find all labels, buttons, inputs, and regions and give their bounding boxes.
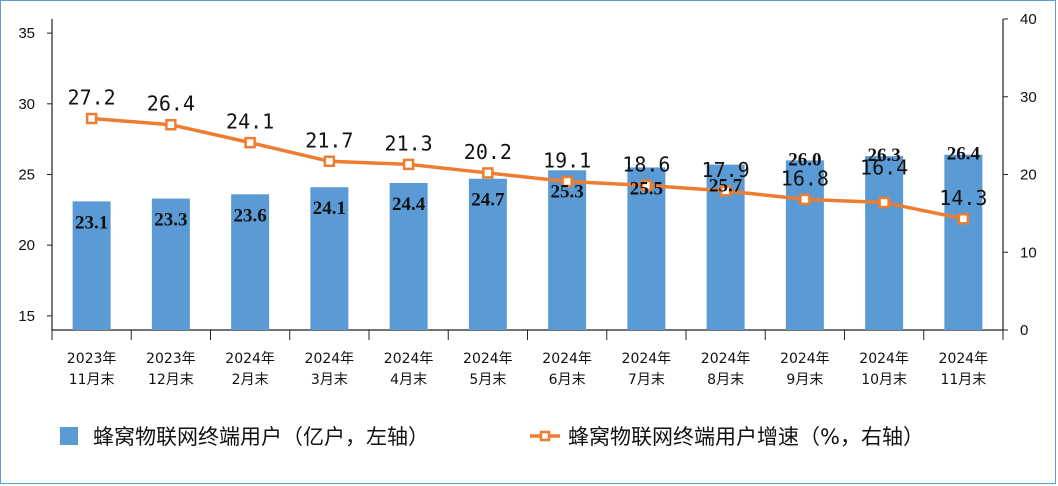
left-axis-tick-label: 25 (18, 167, 35, 184)
line-value-label: 27.2 (68, 86, 116, 110)
category-label-year: 2024年 (225, 351, 275, 367)
right-axis-tick-label: 20 (1020, 167, 1037, 184)
bar (548, 170, 587, 330)
bar-value-label: 23.3 (154, 210, 187, 231)
line-point (799, 193, 811, 206)
line-value-label: 21.7 (305, 128, 353, 152)
category-label-year: 2024年 (939, 351, 989, 367)
bar (944, 154, 983, 330)
bar (468, 178, 507, 330)
line-layer (85, 112, 970, 225)
legend-line-marker (539, 430, 551, 442)
category-label-month: 6月末 (549, 372, 586, 388)
bar-value-label: 23.1 (75, 212, 108, 233)
right-axis-tick-label: 30 (1020, 89, 1037, 106)
category-label-month: 11月末 (940, 372, 986, 388)
line-point (244, 136, 256, 149)
left-axis-tick-label: 20 (18, 237, 35, 254)
line-value-label: 14.3 (939, 186, 987, 210)
legend: 蜂窝物联网终端用户（亿户，左轴） 蜂窝物联网终端用户增速（%，右轴） (60, 425, 924, 449)
category-label-year: 2024年 (305, 351, 355, 367)
right-axis-tick-label: 0 (1020, 322, 1028, 339)
left-axis-tick-label: 30 (18, 96, 35, 113)
labels-layer: 23.1 23.3 23.6 24.1 24.4 24.7 25.3 25.5 25.7 26.0… (68, 86, 988, 234)
category-label-year: 2024年 (701, 351, 751, 367)
bar (785, 160, 824, 330)
category-label-year: 2024年 (542, 351, 592, 367)
legend-line-label: 蜂窝物联网终端用户增速（%，右轴） (568, 425, 924, 449)
line-point (402, 158, 415, 171)
category-label-month: 11月末 (69, 372, 115, 388)
category-label-year: 2024年 (622, 351, 672, 367)
line-value-label: 17.9 (702, 158, 750, 182)
category-label-month: 8月末 (707, 372, 744, 388)
line-value-label: 21.3 (385, 131, 433, 155)
bar-value-label: 24.4 (392, 194, 426, 215)
line-point (640, 179, 653, 192)
bar-value-label: 26.3 (868, 145, 901, 166)
right-axis-tick-label: 40 (1020, 11, 1037, 28)
bar-value-label: 24.7 (471, 190, 505, 211)
bar-value-label: 25.3 (551, 181, 584, 202)
line-value-label: 20.2 (464, 140, 512, 164)
category-label-month: 2月末 (232, 372, 269, 388)
left-axis-tick-label: 35 (18, 25, 35, 42)
line-point (482, 167, 494, 179)
bar (151, 198, 190, 330)
category-label-year: 2024年 (780, 351, 830, 367)
legend-bar-swatch (60, 427, 78, 445)
bar-value-label: 26.4 (947, 144, 981, 165)
line-point (957, 213, 970, 225)
line-point (719, 185, 732, 197)
bar-value-label: 25.5 (630, 178, 663, 199)
bar (231, 194, 270, 330)
legend-bar-label: 蜂窝物联网终端用户（亿户，左轴） (93, 425, 429, 449)
category-label-month: 10月末 (861, 372, 907, 388)
bar (310, 187, 349, 330)
bar-value-label: 26.0 (788, 149, 821, 170)
bar-value-label: 25.7 (709, 176, 743, 197)
category-label-month: 9月末 (786, 372, 823, 388)
category-labels-layer: 2023年 11月末 2023年 12月末 2024年 2月末 2024年 3月末 2024年 4… (67, 351, 988, 388)
right-axis-tick-label: 10 (1020, 244, 1037, 261)
bar (72, 201, 111, 330)
bar-value-label: 24.1 (313, 198, 346, 219)
line-point (165, 118, 177, 131)
left-axis-tick-label: 15 (18, 308, 35, 325)
axes-layer: 15 20 25 30 35 0 10 20 30 40 (18, 11, 1037, 340)
category-label-year: 2024年 (463, 351, 513, 367)
category-label-month: 5月末 (469, 372, 506, 388)
category-label-year: 2023年 (146, 351, 196, 367)
line-point (561, 175, 573, 188)
bar (389, 182, 428, 330)
line-point (878, 196, 890, 209)
category-label-year: 2023年 (67, 351, 117, 367)
category-label-month: 7月末 (628, 372, 665, 388)
category-label-year: 2024年 (384, 351, 434, 367)
bars-layer (72, 154, 983, 330)
line-value-label: 16.8 (781, 166, 829, 190)
line-value-label: 19.1 (543, 148, 591, 172)
category-label-month: 12月末 (148, 372, 194, 388)
category-label-year: 2024年 (859, 351, 909, 367)
category-label-month: 4月末 (390, 372, 427, 388)
bar-value-label: 23.6 (234, 205, 267, 226)
growth-line (91, 116, 964, 221)
line-point (323, 155, 336, 168)
line-value-label: 24.1 (226, 110, 274, 134)
category-label-month: 3月末 (311, 372, 348, 388)
line-value-label: 16.4 (860, 155, 908, 179)
bar (865, 156, 904, 330)
line-value-label: 26.4 (147, 92, 195, 116)
bar (627, 167, 666, 330)
line-value-label: 18.6 (622, 152, 670, 176)
line-point (85, 112, 98, 125)
